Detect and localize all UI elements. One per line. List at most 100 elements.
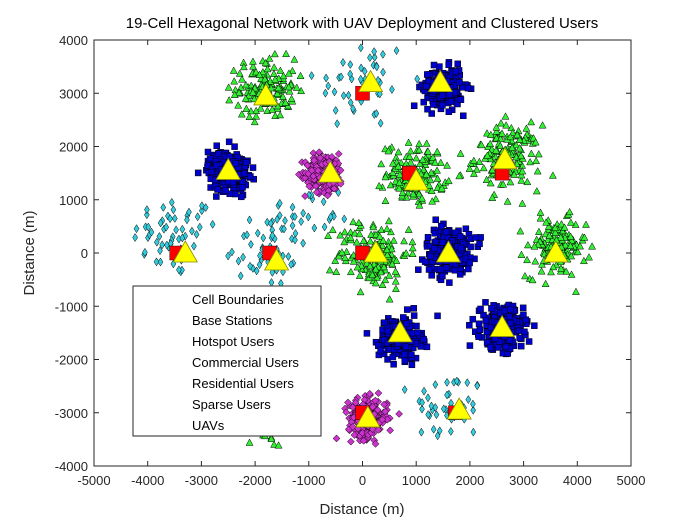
- sparse-user-marker: [448, 426, 454, 436]
- hotspot-user-marker: [423, 82, 430, 90]
- residential-user-marker: [369, 222, 378, 231]
- residential-user-marker: [566, 241, 575, 249]
- hotspot-user-marker: [225, 138, 233, 146]
- commercial-user-marker: [374, 426, 383, 434]
- residential-user-marker: [488, 165, 497, 174]
- sparse-user-marker: [311, 223, 318, 233]
- y-tick-label: 0: [81, 246, 88, 261]
- residential-user-marker: [406, 146, 415, 155]
- sparse-user-marker: [292, 212, 298, 222]
- hotspot-user-marker: [421, 258, 429, 265]
- residential-user-marker: [395, 170, 404, 178]
- residential-user-marker: [431, 194, 440, 203]
- commercial-user-marker: [347, 437, 355, 446]
- hotspot-user-marker: [531, 322, 538, 329]
- sparse-user-marker: [285, 252, 292, 261]
- commercial-user-marker: [323, 191, 332, 200]
- sparse-user-marker: [159, 240, 165, 250]
- commercial-user-marker: [381, 407, 390, 416]
- hotspot-user-marker: [231, 190, 239, 198]
- residential-user-marker: [503, 197, 512, 205]
- residential-user-marker: [557, 220, 566, 228]
- residential-user-marker: [404, 138, 413, 146]
- residential-user-marker: [518, 167, 527, 175]
- uav-marker: [403, 168, 429, 191]
- hotspot-user-marker: [467, 243, 474, 251]
- sparse-user-marker: [300, 238, 306, 248]
- sparse-user-marker: [393, 46, 400, 56]
- hotspot-user-marker: [410, 305, 418, 312]
- sparse-user-marker: [373, 109, 380, 119]
- residential-user-marker: [580, 233, 589, 241]
- sparse-user-marker: [209, 219, 216, 229]
- residential-user-marker: [531, 257, 540, 265]
- commercial-user-marker: [316, 154, 324, 162]
- commercial-user-marker: [380, 400, 388, 409]
- residential-user-marker: [479, 163, 488, 172]
- hotspot-user-marker: [457, 96, 465, 103]
- residential-user-marker: [371, 265, 380, 273]
- sparse-user-marker: [167, 214, 173, 224]
- hotspot-user-marker: [439, 92, 447, 99]
- hotspot-user-marker: [475, 333, 482, 341]
- sparse-user-marker: [254, 228, 261, 238]
- sparse-user-marker: [421, 386, 427, 396]
- residential-user-marker: [355, 271, 364, 279]
- residential-user-marker: [248, 88, 257, 96]
- residential-user-marker: [498, 129, 506, 137]
- sparse-user-marker: [176, 265, 182, 275]
- residential-user-marker: [508, 143, 517, 151]
- residential-user-marker: [340, 237, 349, 246]
- residential-user-marker: [528, 275, 537, 284]
- residential-user-marker: [405, 152, 414, 160]
- sparse-user-marker: [334, 119, 340, 129]
- residential-user-marker: [377, 225, 386, 233]
- uav-marker: [215, 157, 241, 180]
- residential-user-marker: [433, 147, 442, 155]
- sparse-user-marker: [246, 215, 253, 225]
- residential-user-marker: [530, 242, 539, 250]
- residential-user-marker: [547, 267, 555, 276]
- commercial-user-marker: [303, 161, 312, 170]
- residential-user-marker: [556, 233, 565, 241]
- sparse-user-marker: [229, 247, 235, 257]
- residential-user-marker: [527, 149, 536, 157]
- uav-marker: [427, 69, 454, 92]
- sparse-user-marker: [248, 239, 254, 249]
- hotspot-user-marker: [495, 344, 502, 351]
- sparse-user-marker: [367, 53, 373, 63]
- residential-user-marker: [470, 169, 478, 177]
- sparse-user-marker: [425, 393, 431, 403]
- x-tick-label: 2000: [455, 473, 484, 488]
- residential-user-marker: [567, 270, 576, 278]
- residential-user-marker: [565, 207, 574, 216]
- x-tick-label: -4000: [131, 473, 164, 488]
- residential-user-marker: [486, 139, 495, 147]
- sparse-user-marker: [145, 222, 152, 232]
- sparse-user-marker: [320, 197, 327, 207]
- residential-user-marker: [249, 62, 257, 70]
- residential-user-marker: [437, 184, 446, 192]
- sparse-user-marker: [237, 271, 244, 281]
- hotspot-user-marker: [464, 84, 472, 92]
- residential-user-marker: [538, 121, 547, 129]
- residential-user-marker: [274, 83, 283, 92]
- y-tick-label: 2000: [59, 140, 88, 155]
- residential-user-marker: [548, 171, 557, 179]
- hotspot-user-marker: [222, 187, 229, 194]
- sparse-user-marker: [157, 257, 164, 267]
- hotspot-user-marker: [439, 239, 447, 246]
- residential-user-marker: [331, 256, 340, 264]
- residential-user-marker: [270, 63, 279, 71]
- residential-user-marker: [252, 112, 261, 120]
- sparse-user-marker: [157, 218, 164, 228]
- legend: Cell Boundaries Base Stations Hotspot Us…: [132, 285, 322, 437]
- sparse-user-marker: [282, 216, 288, 226]
- residential-user-marker: [274, 441, 283, 449]
- uav-marker: [363, 240, 389, 263]
- residential-user-marker: [418, 155, 427, 163]
- residential-user-marker: [517, 176, 526, 184]
- residential-user-marker: [486, 179, 495, 187]
- sparse-user-marker: [194, 212, 201, 222]
- residential-user-marker: [377, 159, 386, 168]
